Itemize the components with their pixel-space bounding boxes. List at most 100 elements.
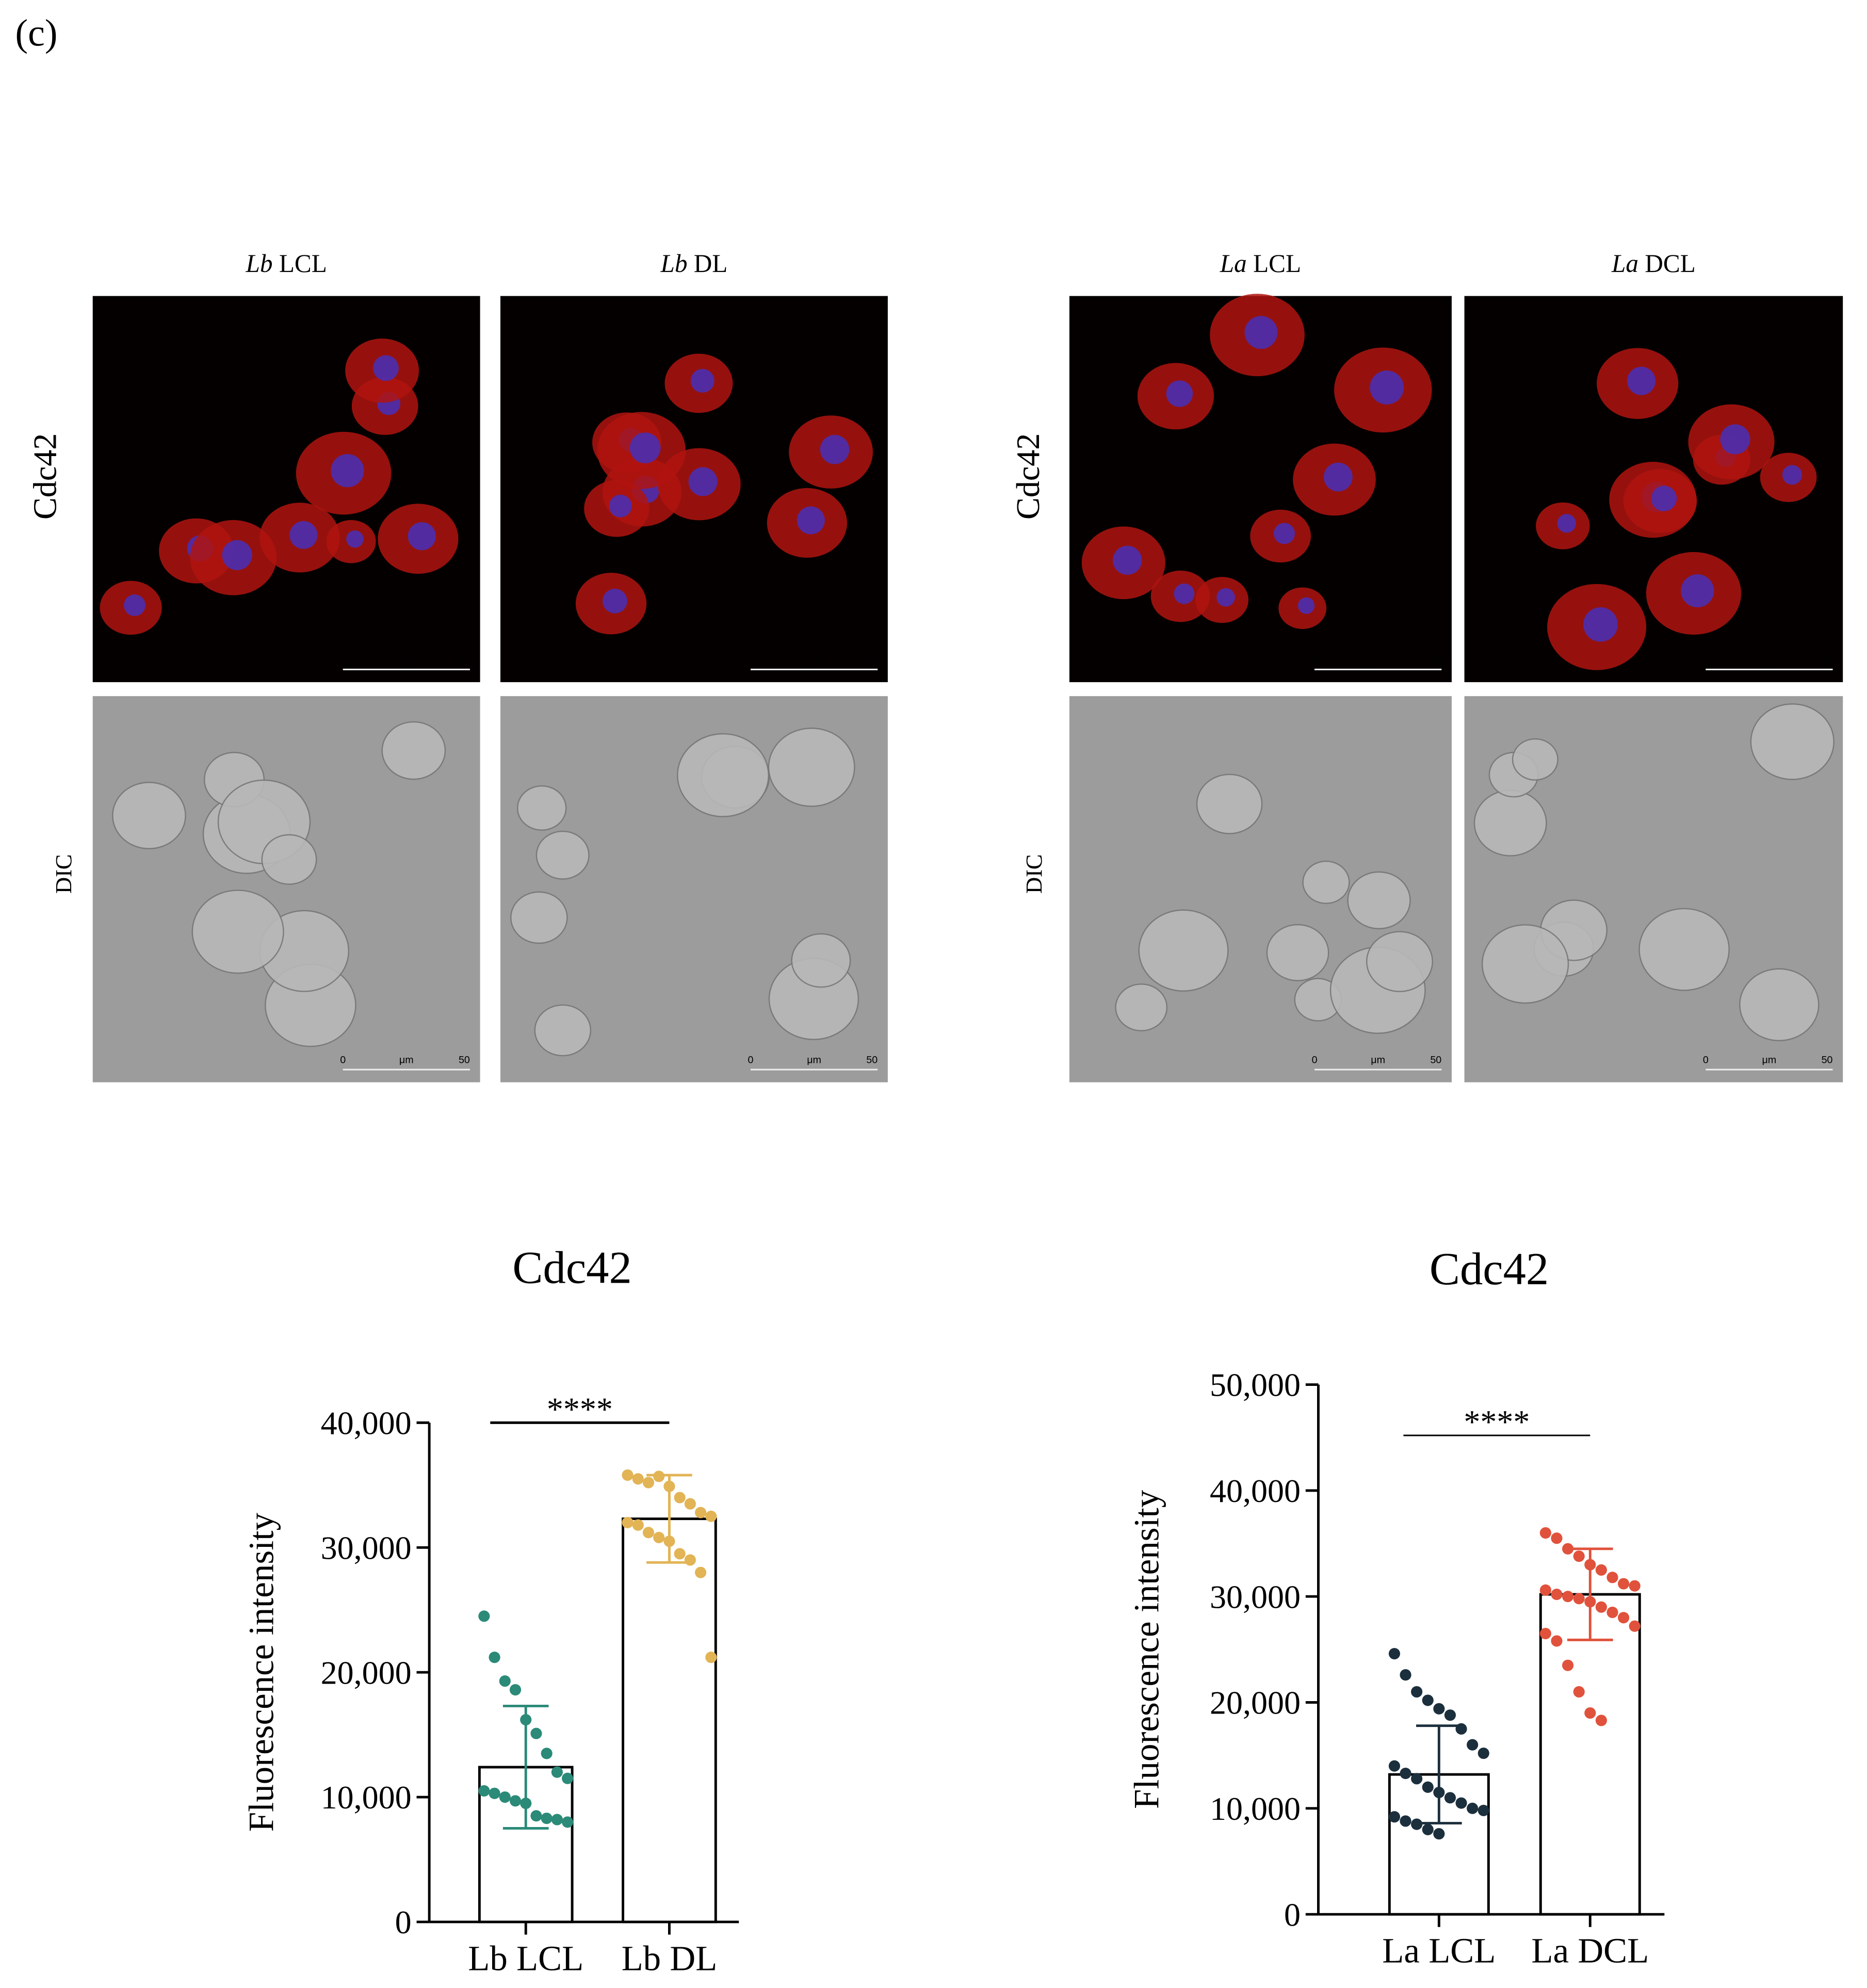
scale-label: 0	[748, 654, 754, 666]
x-tick-label: La DCL	[1531, 1931, 1649, 1970]
row-label: Cdc42	[1010, 433, 1046, 520]
data-point	[1400, 1669, 1411, 1681]
data-point	[695, 1507, 707, 1518]
scale-label: μm	[807, 654, 821, 666]
data-point	[1595, 1715, 1607, 1726]
y-tick-label: 10,000	[321, 1779, 412, 1816]
nucleus	[124, 594, 145, 616]
bar	[1539, 1593, 1641, 1916]
data-point	[1467, 1739, 1479, 1751]
data-point	[705, 1510, 717, 1522]
data-point	[674, 1548, 686, 1560]
data-point	[1411, 1686, 1423, 1698]
chart-title: Cdc42	[1430, 1244, 1549, 1295]
cell	[1750, 703, 1834, 780]
y-tick-label: 20,000	[1210, 1685, 1301, 1721]
nucleus	[1651, 486, 1677, 511]
scale-label: 50	[459, 1055, 470, 1066]
data-point	[489, 1787, 500, 1799]
data-point	[541, 1813, 553, 1824]
data-point	[530, 1810, 542, 1822]
data-point	[663, 1480, 675, 1492]
nucleus	[820, 434, 850, 464]
row-label: DIC	[51, 854, 76, 894]
data-point	[1433, 1703, 1445, 1715]
nucleus	[1720, 424, 1750, 455]
nucleus	[1370, 370, 1404, 405]
column-label: Lb DL	[660, 249, 727, 278]
data-point	[705, 1652, 717, 1663]
cell	[676, 733, 769, 817]
data-point	[622, 1516, 634, 1528]
scale-label: 50	[459, 654, 470, 666]
scale-label: μm	[807, 1055, 821, 1066]
x-tick-label: La LCL	[1382, 1931, 1496, 1970]
nucleus	[1166, 380, 1193, 407]
data-point	[1539, 1527, 1551, 1539]
data-point	[1433, 1828, 1445, 1840]
data-point	[1551, 1532, 1563, 1544]
scale-label: 0	[1703, 1055, 1709, 1066]
data-point	[674, 1492, 686, 1504]
data-point	[1411, 1773, 1423, 1785]
data-point	[489, 1652, 500, 1663]
data-point	[1562, 1543, 1574, 1555]
y-tick-label: 30,000	[321, 1529, 412, 1566]
data-point	[1629, 1580, 1641, 1592]
nucleus	[688, 467, 718, 496]
data-point	[1606, 1606, 1618, 1619]
data-point	[1422, 1694, 1434, 1706]
data-point	[622, 1469, 634, 1481]
row-label: Cdc42	[26, 433, 63, 520]
data-point	[653, 1470, 665, 1482]
data-point	[1400, 1815, 1411, 1827]
data-point	[684, 1498, 696, 1510]
data-point	[1606, 1572, 1618, 1583]
data-point	[684, 1554, 696, 1566]
nucleus	[797, 506, 825, 535]
data-point	[520, 1798, 532, 1809]
nucleus	[629, 432, 661, 463]
error-bar	[1416, 1724, 1462, 1825]
nucleus	[1174, 583, 1195, 604]
data-point	[478, 1785, 490, 1797]
scale-label: 0	[1312, 1055, 1318, 1066]
scale-label: μm	[1371, 654, 1385, 666]
data-point	[1422, 1781, 1434, 1793]
data-point	[530, 1727, 542, 1739]
species: Lb	[660, 249, 687, 278]
strain: DCL	[1645, 249, 1695, 278]
row-label: DIC	[51, 854, 76, 894]
data-point	[551, 1814, 563, 1825]
cell	[381, 721, 446, 780]
nucleus	[1297, 597, 1315, 614]
data-point	[663, 1536, 675, 1547]
data-point	[1444, 1709, 1456, 1721]
data-point	[1422, 1823, 1434, 1835]
scale-label: 0	[748, 1055, 754, 1066]
data-point	[1562, 1591, 1574, 1603]
cell	[112, 782, 186, 850]
data-point	[1584, 1707, 1596, 1719]
data-point	[541, 1748, 553, 1759]
strain: LCL	[1253, 249, 1301, 278]
species: La	[1611, 249, 1638, 278]
cell	[1739, 968, 1820, 1042]
cell	[768, 728, 855, 807]
cell	[535, 830, 590, 880]
scale-label: 0	[340, 654, 346, 666]
data-point	[1595, 1564, 1607, 1576]
chart-title: Cdc42	[512, 1243, 631, 1294]
y-tick-label: 50,000	[1210, 1367, 1301, 1403]
data-point	[1411, 1818, 1423, 1830]
cell	[1481, 924, 1569, 1004]
species: Lb	[246, 249, 273, 278]
data-point	[1388, 1647, 1401, 1660]
data-point	[478, 1610, 490, 1622]
data-point	[1618, 1578, 1630, 1590]
cell	[791, 933, 851, 988]
cell	[1266, 924, 1329, 981]
cell	[1138, 909, 1229, 992]
data-point	[1584, 1559, 1596, 1571]
